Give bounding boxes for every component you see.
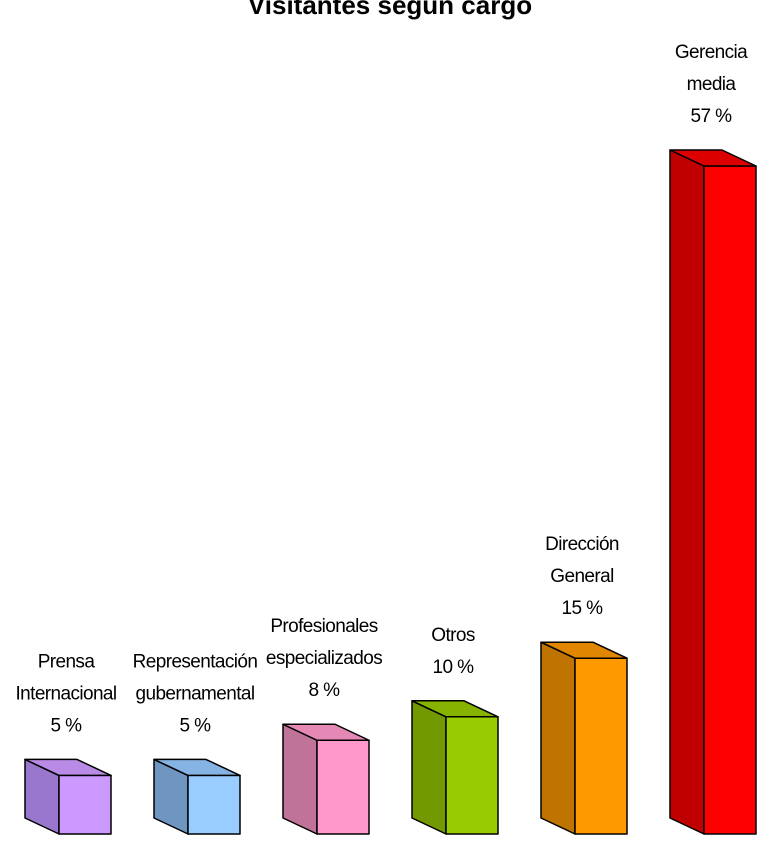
bar-top-3 <box>411 700 499 718</box>
labels-group: Prensa Internacional 5 % Representación gube… <box>16 42 749 736</box>
category-label: Prensa <box>38 651 96 672</box>
category-label: Internacional <box>16 683 117 704</box>
bar-top-0 <box>24 758 112 777</box>
category-label: media <box>687 74 737 95</box>
bar-top-2 <box>282 723 370 741</box>
bar-front-0 <box>58 774 112 835</box>
bar-side-3 <box>411 700 447 835</box>
bar-label-0: Prensa Internacional 5 % <box>16 651 118 736</box>
value-label: 5 % <box>51 715 83 736</box>
bar-5 <box>669 149 757 835</box>
category-label: Dirección <box>545 534 619 555</box>
category-label: gubernamental <box>136 683 255 704</box>
value-label: 15 % <box>562 598 604 619</box>
category-label: especializados <box>266 648 382 669</box>
bar-top-4 <box>540 641 628 659</box>
bar-label-2: Profesionales especializados 8 % <box>266 616 383 701</box>
bar-front-5 <box>703 165 757 835</box>
bar-front-4 <box>574 657 628 835</box>
value-label: 57 % <box>691 106 733 127</box>
bar-1 <box>153 758 241 835</box>
bar-side-5 <box>669 149 705 835</box>
bar-top-1 <box>153 758 241 777</box>
value-label: 10 % <box>433 657 475 678</box>
bar-0 <box>24 758 112 835</box>
value-label: 5 % <box>180 715 212 736</box>
bar-front-1 <box>187 774 241 835</box>
category-label: Representación <box>133 651 258 672</box>
bar-2 <box>282 723 370 835</box>
category-label: Otros <box>431 625 475 646</box>
bar-3 <box>411 700 499 835</box>
bar-label-4: Dirección General 15 % <box>545 534 619 619</box>
value-label: 8 % <box>309 680 341 701</box>
bar-top-5 <box>669 149 757 167</box>
bars-group <box>24 149 757 835</box>
bar-label-3: Otros 10 % <box>431 625 475 678</box>
category-label: Gerencia <box>675 42 748 63</box>
bar-front-3 <box>445 716 499 835</box>
bar-label-1: Representación gubernamental 5 % <box>133 651 258 736</box>
bar-front-2 <box>316 739 370 835</box>
bar-side-4 <box>540 641 576 835</box>
bar-side-2 <box>282 723 318 835</box>
category-label: General <box>550 566 613 587</box>
category-label: Profesionales <box>270 616 377 637</box>
chart-title: Visitantes según cargo <box>248 0 532 20</box>
bar-4 <box>540 641 628 835</box>
bar-label-5: Gerencia media 57 % <box>675 42 749 127</box>
